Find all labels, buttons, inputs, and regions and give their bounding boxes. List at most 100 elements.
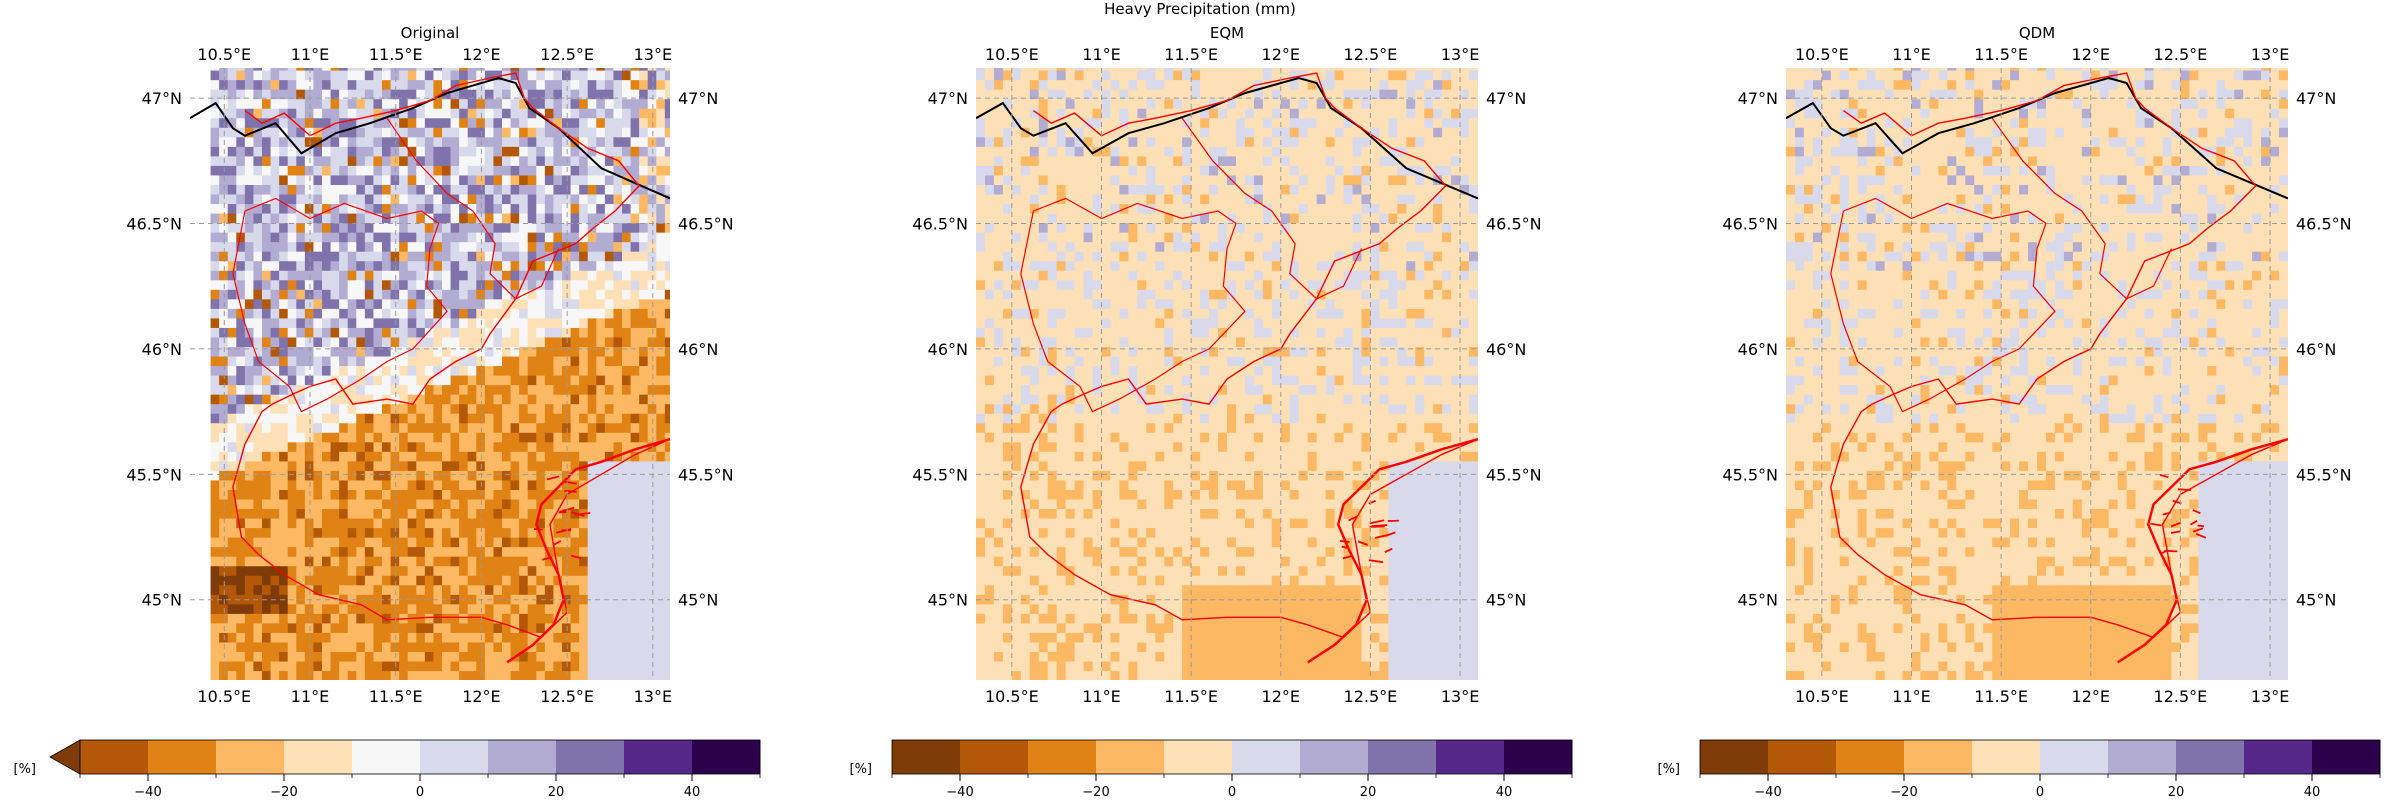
heatmap-cell (984, 79, 995, 90)
heatmap-cell (296, 537, 306, 548)
heatmap-cell (519, 441, 529, 452)
heatmap-cell (1092, 441, 1103, 452)
heatmap-cell (993, 546, 1004, 557)
heatmap-cell (210, 641, 220, 653)
heatmap-cell (1020, 575, 1031, 586)
y-tick-label-left: 47°N (142, 89, 182, 108)
heatmap-cell (1065, 184, 1076, 195)
heatmap-cell (467, 651, 477, 662)
heatmap-cell (347, 260, 357, 271)
heatmap-cell (1146, 479, 1156, 490)
heatmap-cell (459, 613, 469, 624)
heatmap-cell (450, 575, 460, 586)
heatmap-cell (442, 260, 452, 271)
heatmap-cell (1074, 546, 1085, 557)
heatmap-cell (544, 432, 555, 443)
heatmap-cell (459, 422, 469, 433)
heatmap-cell (1164, 68, 1174, 71)
heatmap-cell (330, 413, 340, 424)
coastline (506, 438, 670, 664)
heatmap-cell (493, 89, 503, 100)
heatmap-cell (630, 632, 640, 643)
heatmap-cell (227, 117, 237, 128)
heatmap-cell (493, 432, 503, 443)
heatmap-cell (570, 384, 580, 395)
heatmap-cell (313, 346, 323, 357)
heatmap-cell (510, 489, 520, 500)
heatmap-cell (502, 441, 512, 452)
heatmap-cell (1011, 422, 1022, 433)
heatmap-cell (587, 670, 597, 680)
heatmap-cell (1092, 394, 1103, 405)
heatmap-cell (613, 260, 623, 271)
heatmap-cell (604, 365, 615, 376)
heatmap-cell (1029, 79, 1040, 90)
heatmap-cell (604, 174, 615, 185)
heatmap-cell (476, 155, 486, 166)
heatmap-cell (647, 155, 657, 166)
heatmap-cell (442, 641, 452, 653)
heatmap-cell (1146, 212, 1156, 224)
heatmap-cell (287, 127, 297, 138)
heatmap-cell (579, 68, 589, 71)
heatmap-cell (244, 422, 255, 433)
heatmap-cell (553, 384, 563, 395)
heatmap-cell (1011, 622, 1022, 633)
heatmap-cell (390, 279, 400, 290)
heatmap-cell (433, 241, 443, 252)
heatmap-cell (1155, 613, 1165, 624)
heatmap-cell (364, 413, 375, 424)
heatmap-cell (287, 451, 297, 462)
heatmap-cell (304, 537, 315, 548)
heatmap-cell (493, 222, 503, 233)
heatmap-cell (262, 365, 272, 376)
heatmap-cell (253, 241, 263, 252)
heatmap-cell (1074, 603, 1085, 614)
heatmap-cell (976, 479, 986, 490)
heatmap-cell (1002, 651, 1013, 662)
heatmap-cell (1137, 660, 1147, 672)
heatmap-cell (1146, 508, 1156, 519)
heatmap-cell (664, 270, 670, 281)
heatmap-cell (210, 546, 220, 557)
heatmap-cell (1146, 68, 1156, 71)
heatmap-cell (1002, 260, 1013, 271)
heatmap-cell (399, 232, 409, 243)
heatmap-cell (442, 155, 452, 166)
heatmap-cell (519, 70, 529, 81)
heatmap-cell (1164, 136, 1174, 147)
heatmap-cell (1155, 527, 1165, 538)
heatmap-cell (1011, 613, 1022, 624)
heatmap-cell (527, 203, 537, 214)
heatmap-cell (993, 98, 1004, 109)
heatmap-cell (604, 508, 615, 519)
heatmap-cell (1146, 546, 1156, 557)
heatmap-cell (227, 384, 237, 395)
heatmap-cell (1101, 384, 1112, 395)
heatmap-cell (1002, 584, 1013, 595)
heatmap-cell (1128, 556, 1138, 567)
heatmap-cell (450, 174, 460, 185)
heatmap-cell (510, 498, 520, 510)
heatmap-cell (553, 594, 563, 605)
map-outlines (190, 72, 670, 664)
heatmap-cell (1074, 632, 1085, 643)
heatmap-cell (1146, 432, 1156, 443)
heatmap-cell (442, 79, 452, 90)
heatmap-cell (253, 279, 263, 290)
heatmap-cell (262, 537, 272, 548)
heatmap-cell (1002, 565, 1013, 576)
heatmap-cell (322, 317, 332, 328)
heatmap-cell (1065, 298, 1076, 309)
heatmap-cell (476, 79, 486, 90)
heatmap-cell (510, 556, 520, 567)
heatmap-cell (244, 584, 255, 595)
heatmap-cell (270, 174, 280, 185)
heatmap-cell (993, 413, 1004, 424)
heatmap-cell (544, 460, 555, 471)
heatmap-cell (519, 308, 529, 319)
heatmap-cell (527, 432, 537, 443)
heatmap-cell (527, 375, 537, 386)
heatmap-cell (527, 403, 537, 414)
heatmap-cell (270, 365, 280, 376)
